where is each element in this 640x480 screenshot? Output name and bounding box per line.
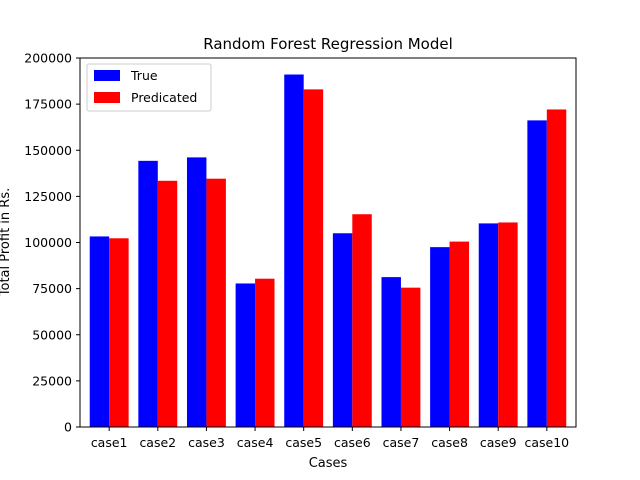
bar-true-case5 (284, 74, 304, 427)
bar-predicated-case7 (400, 287, 421, 427)
y-tick-label: 25000 (32, 373, 72, 388)
x-tick-label-case6: case6 (334, 435, 371, 450)
y-tick-label: 0 (64, 420, 72, 435)
bar-true-case4 (235, 283, 256, 427)
legend: True Predicated (86, 63, 212, 112)
y-axis-label: Total Profit in Rs. (0, 188, 13, 297)
y-tick-label: 125000 (24, 189, 72, 204)
bar-true-case9 (478, 223, 499, 427)
bar-true-case10 (527, 120, 547, 427)
chart-title: Random Forest Regression Model (203, 35, 453, 53)
x-tick-label-case9: case9 (480, 435, 517, 450)
legend-swatch-true (94, 70, 120, 81)
x-tick-label-case3: case3 (188, 435, 225, 450)
legend-swatch-predicated (94, 92, 120, 103)
x-tick-label-case5: case5 (285, 435, 322, 450)
legend-label-true: True (130, 68, 158, 83)
x-tick-label-case10: case10 (524, 435, 569, 450)
bars-group (89, 74, 567, 428)
y-tick-label: 100000 (24, 235, 72, 250)
x-axis: case1 case2 case3 case4 case5 case6 case7 case8… (91, 427, 569, 450)
x-axis-label: Cases (309, 456, 348, 471)
bar-predicated-case4 (255, 278, 275, 427)
bar-true-case8 (430, 247, 450, 427)
bar-predicated-case8 (449, 241, 470, 427)
x-tick-label-case2: case2 (139, 435, 176, 450)
x-tick-label-case1: case1 (91, 435, 128, 450)
bar-predicated-case9 (498, 222, 518, 427)
bar-predicated-case3 (206, 178, 226, 427)
bar-predicated-case5 (303, 89, 324, 428)
x-tick-label-case7: case7 (383, 435, 420, 450)
bar-true-case6 (332, 233, 353, 427)
y-tick-label: 175000 (24, 97, 72, 112)
y-tick-label: 150000 (24, 143, 72, 158)
y-tick-label: 50000 (32, 327, 72, 342)
y-tick-label: 200000 (24, 51, 72, 66)
bar-predicated-case10 (546, 109, 567, 427)
bar-predicated-case6 (352, 214, 372, 427)
bar-true-case2 (138, 160, 158, 427)
bar-true-case7 (381, 277, 401, 427)
x-tick-label-case4: case4 (237, 435, 274, 450)
bar-predicated-case2 (157, 180, 178, 427)
bar-true-case3 (186, 157, 207, 427)
bar-predicated-case1 (109, 238, 129, 427)
x-tick-label-case8: case8 (431, 435, 468, 450)
y-tick-label: 75000 (32, 281, 72, 296)
legend-label-predicated: Predicated (131, 90, 197, 105)
bar-true-case1 (89, 236, 110, 427)
y-axis: 0 25000 50000 75000 100000 125000 150000 175000… (24, 51, 80, 435)
